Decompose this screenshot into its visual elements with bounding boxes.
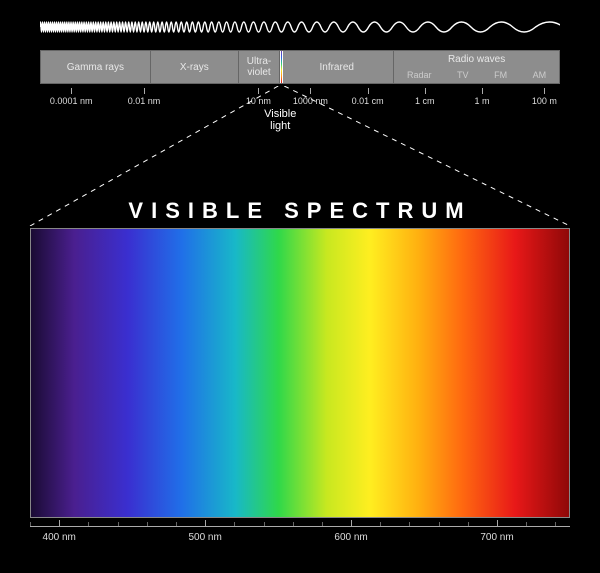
- top-tick-label: 1000 nm: [293, 96, 328, 106]
- top-tick-label: 0.01 nm: [128, 96, 161, 106]
- em-band: Radio waves Radar TV FM AM: [393, 51, 559, 83]
- visible-slit: [280, 51, 283, 83]
- lower-tick-label: 400 nm: [43, 532, 76, 543]
- lower-minor-tick: [234, 522, 235, 526]
- top-tick: [144, 88, 145, 94]
- lower-minor-tick: [118, 522, 119, 526]
- lower-minor-tick: [293, 522, 294, 526]
- lower-minor-tick: [439, 522, 440, 526]
- em-wave-svg: [40, 12, 560, 42]
- lower-minor-tick: [409, 522, 410, 526]
- lower-minor-tick: [322, 522, 323, 526]
- lower-minor-tick: [555, 522, 556, 526]
- em-band: Gamma rays: [41, 51, 150, 83]
- top-tick: [482, 88, 483, 94]
- visible-spectrum-gradient: [30, 228, 570, 518]
- em-band-label: X-rays: [180, 62, 209, 73]
- lower-axis-line: [30, 526, 570, 527]
- lower-minor-tick: [147, 522, 148, 526]
- lower-major-tick: [497, 520, 498, 526]
- top-tick-label: 1 cm: [415, 96, 435, 106]
- top-scale-row: 0.0001 nm 0.01 nm 10 nm 1000 nm 0.01 cm 1 cm 1…: [40, 88, 560, 108]
- top-tick: [425, 88, 426, 94]
- em-band-label: Radio waves: [394, 54, 559, 65]
- radio-sub-label: TV: [457, 71, 469, 81]
- lower-minor-tick: [264, 522, 265, 526]
- lower-minor-tick: [176, 522, 177, 526]
- lower-minor-tick: [30, 522, 31, 526]
- radio-sub-label: Radar: [407, 71, 432, 81]
- lower-minor-tick: [88, 522, 89, 526]
- top-tick-label: 10 nm: [246, 96, 271, 106]
- lower-minor-tick: [380, 522, 381, 526]
- em-wave-row: [40, 12, 560, 42]
- radio-sub-label: AM: [533, 71, 547, 81]
- top-tick-label: 0.0001 nm: [50, 96, 93, 106]
- top-tick: [258, 88, 259, 94]
- lower-tick-label: 700 nm: [480, 532, 513, 543]
- em-band-label: Ultra- violet: [247, 56, 271, 78]
- em-band: Ultra- violet: [238, 51, 279, 83]
- lower-tick-label: 500 nm: [188, 532, 221, 543]
- lower-major-tick: [59, 520, 60, 526]
- em-band-label: Gamma rays: [67, 62, 124, 73]
- visible-light-label: Visible light: [264, 108, 296, 132]
- lower-major-tick: [205, 520, 206, 526]
- lower-minor-tick: [526, 522, 527, 526]
- top-tick-label: 0.01 cm: [352, 96, 384, 106]
- radio-sub-row: Radar TV FM AM: [394, 71, 559, 81]
- lower-tick-label: 600 nm: [334, 532, 367, 543]
- lower-major-tick: [351, 520, 352, 526]
- top-tick-label: 100 m: [532, 96, 557, 106]
- radio-sub-label: FM: [494, 71, 507, 81]
- top-tick-label: 1 m: [474, 96, 489, 106]
- spectrum-title: VISIBLE SPECTRUM: [0, 198, 600, 224]
- top-tick: [368, 88, 369, 94]
- em-band-label: Infrared: [319, 62, 353, 73]
- em-band: Infrared: [279, 51, 393, 83]
- top-tick: [310, 88, 311, 94]
- em-band: X-rays: [150, 51, 238, 83]
- top-tick: [544, 88, 545, 94]
- lower-minor-tick: [468, 522, 469, 526]
- top-tick: [71, 88, 72, 94]
- em-band-row: Gamma rays X-rays Ultra- violet Infrared Rad…: [40, 50, 560, 84]
- lower-axis: 400 nm 500 nm 600 nm 700 nm: [30, 520, 570, 550]
